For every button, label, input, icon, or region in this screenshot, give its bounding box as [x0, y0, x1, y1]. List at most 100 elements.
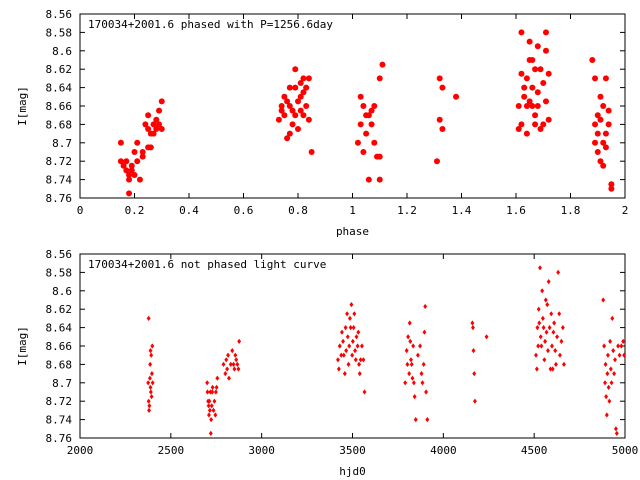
x-tick-label: 0.6	[234, 204, 254, 217]
data-point	[292, 112, 299, 119]
data-point	[208, 430, 213, 436]
data-point	[226, 352, 231, 358]
data-point	[153, 116, 160, 123]
data-point	[149, 371, 154, 377]
x-tick-label: 1	[349, 204, 356, 217]
data-point	[350, 352, 355, 358]
data-point	[470, 325, 475, 331]
data-point	[550, 343, 554, 349]
data-point	[542, 357, 547, 363]
data-point	[538, 334, 543, 340]
data-point	[523, 130, 530, 137]
data-point	[214, 384, 219, 390]
data-point	[158, 126, 165, 132]
data-point	[284, 135, 291, 142]
data-point	[562, 361, 566, 367]
data-point	[609, 380, 614, 386]
data-point	[289, 121, 296, 128]
data-point	[281, 93, 288, 100]
data-point	[360, 149, 367, 155]
data-point	[541, 325, 546, 331]
data-point	[608, 185, 615, 192]
data-point	[518, 121, 525, 128]
data-point	[554, 361, 558, 367]
data-point	[145, 112, 152, 119]
data-points	[146, 265, 627, 436]
data-point	[209, 417, 214, 423]
data-point	[413, 417, 418, 423]
data-point	[540, 288, 545, 294]
data-point	[358, 357, 363, 363]
x-tick-label: 1.4	[452, 204, 472, 217]
data-point	[297, 107, 304, 114]
data-point	[611, 348, 616, 354]
data-point	[303, 103, 310, 109]
data-point	[419, 371, 424, 377]
data-point	[139, 153, 146, 160]
data-point	[147, 407, 151, 413]
data-point	[376, 153, 383, 160]
x-tick-label: 3000	[248, 444, 275, 457]
data-point	[352, 311, 357, 317]
y-tick-label: 8.64	[46, 82, 73, 95]
data-point	[297, 80, 304, 86]
x-tick-label: 0.2	[125, 204, 145, 217]
data-point	[602, 343, 607, 349]
data-point	[278, 107, 285, 114]
data-point	[146, 315, 151, 321]
data-point	[350, 338, 355, 344]
data-point	[546, 279, 551, 285]
data-point	[357, 371, 362, 377]
data-point	[515, 126, 522, 132]
data-point	[228, 361, 233, 367]
x-tick-label: 0.4	[179, 204, 199, 217]
data-point	[292, 66, 299, 73]
data-point	[552, 320, 557, 326]
y-tick-label: 8.68	[46, 118, 73, 131]
data-point	[227, 375, 231, 381]
data-point	[542, 29, 549, 36]
data-point	[614, 430, 619, 436]
data-point	[349, 302, 354, 308]
data-point	[560, 325, 565, 331]
data-point	[526, 98, 533, 105]
data-point	[131, 172, 138, 178]
data-point	[295, 98, 301, 105]
y-tick-label: 8.62	[46, 303, 73, 316]
data-point	[128, 162, 135, 169]
data-point	[359, 343, 364, 349]
data-point	[206, 403, 211, 409]
data-point	[336, 366, 341, 372]
data-point	[213, 389, 218, 395]
data-point	[436, 116, 443, 123]
data-point	[348, 325, 353, 331]
data-point	[357, 121, 364, 128]
data-point	[347, 343, 352, 349]
data-point	[405, 361, 410, 367]
data-point	[412, 394, 417, 400]
data-point	[539, 343, 544, 349]
data-point	[207, 398, 212, 404]
data-point	[146, 380, 151, 386]
data-point	[223, 371, 228, 377]
data-point	[545, 116, 552, 123]
data-point	[439, 84, 446, 91]
x-tick-label: 3500	[339, 444, 366, 457]
data-point	[233, 352, 238, 358]
data-points	[117, 29, 615, 197]
x-tick-label: 4500	[521, 444, 548, 457]
data-point	[605, 107, 612, 114]
y-tick-label: 8.76	[46, 192, 73, 205]
data-point	[606, 384, 611, 390]
data-point	[534, 366, 539, 372]
data-point	[523, 103, 530, 109]
data-point	[594, 112, 601, 119]
y-tick-label: 8.72	[46, 395, 73, 408]
data-point	[365, 112, 372, 119]
data-point	[126, 190, 133, 197]
y-tick-label: 8.68	[46, 358, 73, 371]
data-point	[134, 158, 141, 165]
data-point	[409, 357, 413, 363]
data-point	[597, 116, 604, 123]
data-point	[439, 126, 446, 132]
